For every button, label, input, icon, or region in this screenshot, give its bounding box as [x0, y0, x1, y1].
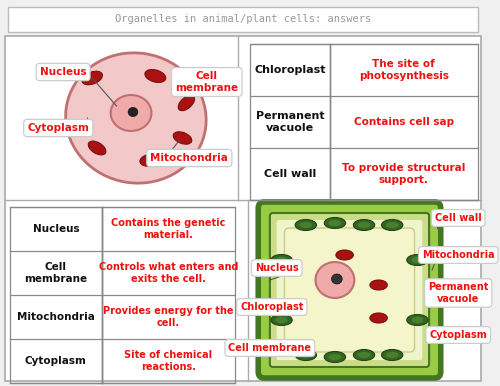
Bar [250, 44, 478, 200]
Ellipse shape [295, 220, 316, 230]
Ellipse shape [382, 220, 403, 230]
Ellipse shape [336, 250, 353, 260]
Ellipse shape [386, 222, 398, 228]
Ellipse shape [82, 71, 102, 85]
Ellipse shape [358, 352, 370, 358]
Text: Nucleus: Nucleus [40, 67, 86, 77]
Text: Contains cell sap: Contains cell sap [354, 117, 454, 127]
Ellipse shape [328, 220, 342, 226]
Ellipse shape [295, 349, 316, 361]
FancyBboxPatch shape [258, 202, 440, 378]
Text: Provides energy for the
cell.: Provides energy for the cell. [103, 306, 234, 328]
Ellipse shape [276, 317, 287, 323]
Ellipse shape [354, 349, 374, 361]
Text: Permanent
vacuole: Permanent vacuole [428, 282, 488, 304]
Ellipse shape [316, 262, 354, 298]
Ellipse shape [300, 222, 312, 228]
FancyBboxPatch shape [5, 36, 480, 381]
Ellipse shape [328, 354, 342, 360]
Ellipse shape [407, 315, 428, 325]
Ellipse shape [324, 217, 345, 229]
Ellipse shape [412, 257, 424, 263]
Bar [10, 207, 235, 383]
Text: Chloroplast: Chloroplast [254, 65, 326, 75]
Ellipse shape [145, 69, 166, 83]
Text: Organelles in animal/plant cells: answers: Organelles in animal/plant cells: answer… [114, 15, 371, 24]
Text: Cytoplasm: Cytoplasm [25, 356, 87, 366]
Ellipse shape [178, 95, 194, 111]
Text: Cell wall: Cell wall [264, 169, 316, 179]
Ellipse shape [276, 257, 287, 263]
Text: Nucleus: Nucleus [255, 263, 298, 273]
Ellipse shape [382, 349, 403, 361]
Ellipse shape [412, 317, 424, 323]
Text: Mitochondria: Mitochondria [150, 153, 228, 163]
Text: Cell wall: Cell wall [435, 213, 482, 223]
FancyBboxPatch shape [284, 228, 414, 352]
Text: Cytoplasm: Cytoplasm [28, 123, 89, 133]
Text: Cell
membrane: Cell membrane [175, 71, 238, 93]
Text: Contains the genetic
material.: Contains the genetic material. [111, 218, 226, 240]
Ellipse shape [386, 352, 398, 358]
Ellipse shape [370, 280, 388, 290]
Text: Chloroplast: Chloroplast [240, 302, 304, 312]
Ellipse shape [332, 274, 342, 284]
Text: The site of
photosynthesis: The site of photosynthesis [359, 59, 449, 81]
Ellipse shape [128, 107, 138, 117]
Text: To provide structural
support.: To provide structural support. [342, 163, 466, 185]
Ellipse shape [110, 95, 152, 131]
FancyBboxPatch shape [276, 220, 422, 360]
Ellipse shape [358, 222, 370, 228]
Text: Mitochondria: Mitochondria [17, 312, 95, 322]
Ellipse shape [140, 154, 161, 166]
Text: Cell
membrane: Cell membrane [24, 262, 88, 284]
FancyBboxPatch shape [8, 7, 478, 32]
Ellipse shape [173, 132, 192, 144]
Text: Mitochondria: Mitochondria [422, 250, 494, 260]
Text: Cytoplasm: Cytoplasm [430, 330, 487, 340]
Ellipse shape [300, 352, 312, 358]
Ellipse shape [271, 315, 292, 325]
Ellipse shape [88, 141, 106, 155]
Text: Permanent
vacuole: Permanent vacuole [256, 111, 324, 133]
Ellipse shape [271, 254, 292, 266]
FancyBboxPatch shape [270, 213, 429, 367]
Ellipse shape [370, 313, 388, 323]
Text: Controls what enters and
exits the cell.: Controls what enters and exits the cell. [98, 262, 238, 284]
Ellipse shape [66, 53, 206, 183]
Text: Site of chemical
reactions.: Site of chemical reactions. [124, 350, 212, 372]
Ellipse shape [324, 352, 345, 362]
Text: Cell membrane: Cell membrane [228, 343, 312, 353]
Ellipse shape [354, 220, 374, 230]
Text: Nucleus: Nucleus [32, 224, 79, 234]
Ellipse shape [407, 254, 428, 266]
